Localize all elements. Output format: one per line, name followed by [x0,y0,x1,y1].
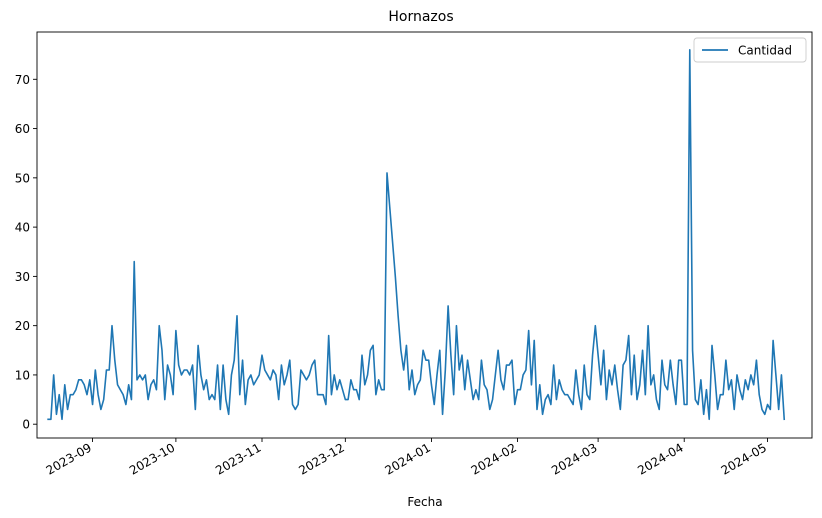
y-tick-label: 60 [15,122,30,136]
plot-area [36,31,813,439]
x-axis-label: Fecha [407,495,442,509]
legend-label: Cantidad [738,44,792,58]
legend-box [693,37,807,63]
chart-title: Hornazos [388,9,453,25]
y-tick-label: 50 [15,171,30,185]
y-tick-label: 30 [15,270,30,284]
y-tick-label: 10 [15,368,30,382]
y-tick-label: 70 [15,73,30,87]
axes-frame [36,31,813,439]
y-tick-label: 0 [22,418,30,432]
y-tick-label: 20 [15,319,30,333]
series-line-1 [47,48,786,421]
legend: Cantidad [693,37,807,63]
y-tick-label: 40 [15,221,30,235]
